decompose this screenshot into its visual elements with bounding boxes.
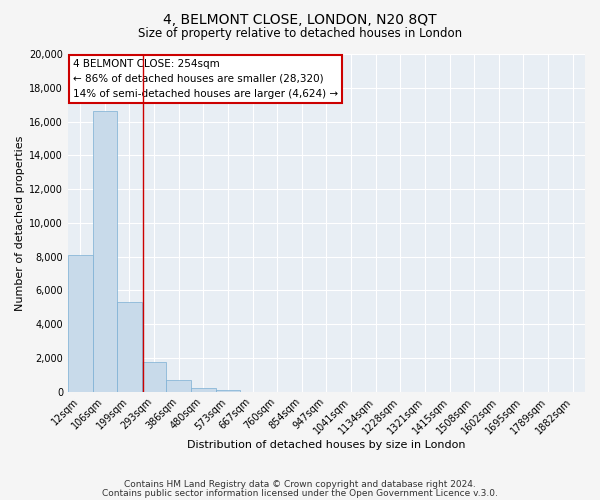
Bar [117,302,142,392]
Bar [142,362,166,392]
Text: 4 BELMONT CLOSE: 254sqm
← 86% of detached houses are smaller (28,320)
14% of sem: 4 BELMONT CLOSE: 254sqm ← 86% of detache… [73,59,338,98]
X-axis label: Distribution of detached houses by size in London: Distribution of detached houses by size … [187,440,466,450]
Text: Contains public sector information licensed under the Open Government Licence v.: Contains public sector information licen… [102,488,498,498]
Bar [92,112,117,392]
Bar [191,388,215,392]
Text: Size of property relative to detached houses in London: Size of property relative to detached ho… [138,28,462,40]
Bar [68,255,92,392]
Text: 4, BELMONT CLOSE, LONDON, N20 8QT: 4, BELMONT CLOSE, LONDON, N20 8QT [163,12,437,26]
Text: Contains HM Land Registry data © Crown copyright and database right 2024.: Contains HM Land Registry data © Crown c… [124,480,476,489]
Bar [215,390,240,392]
Y-axis label: Number of detached properties: Number of detached properties [15,135,25,310]
Bar [166,380,191,392]
